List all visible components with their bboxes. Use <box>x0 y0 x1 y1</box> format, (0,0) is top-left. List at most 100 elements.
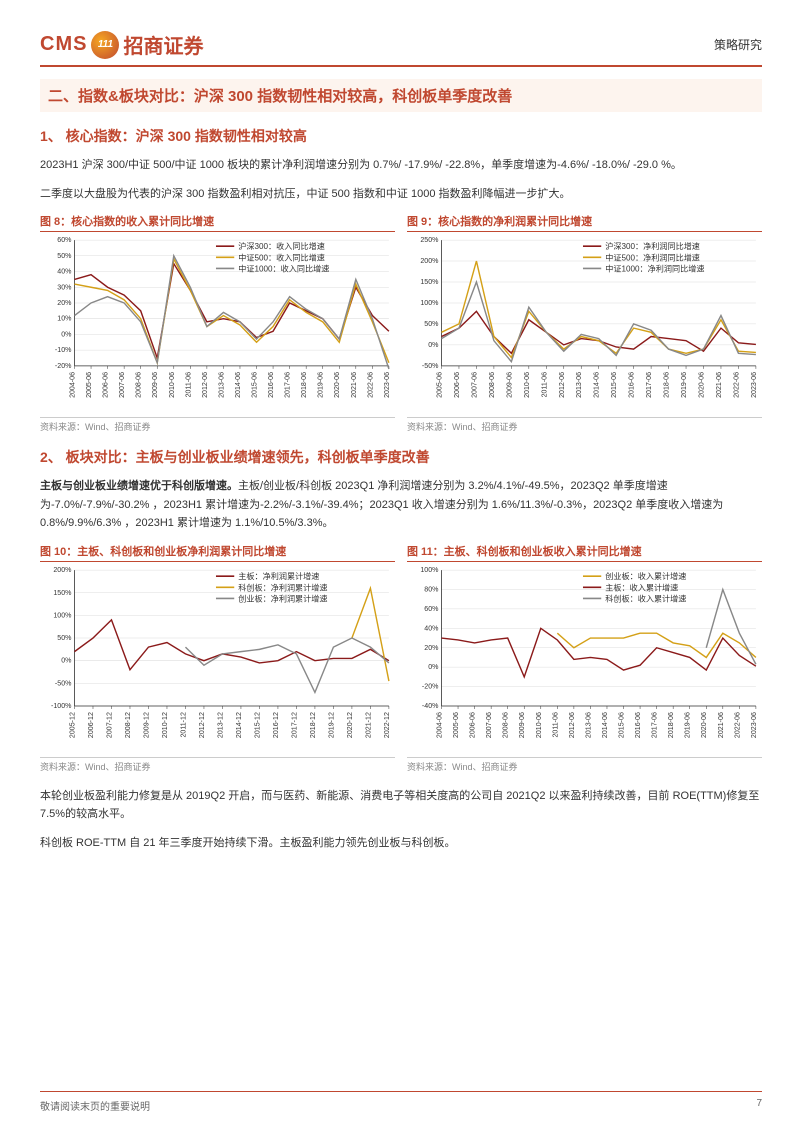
section-title-bar: 二、指数&板块对比：沪深 300 指数韧性相对较高，科创板单季度改善 <box>40 79 762 112</box>
svg-text:2012-12: 2012-12 <box>198 712 206 738</box>
svg-text:2023-06: 2023-06 <box>383 372 391 398</box>
svg-text:2010-06: 2010-06 <box>168 372 176 398</box>
svg-text:2016-06: 2016-06 <box>634 712 642 738</box>
page-footer: 敬请阅读末页的重要说明 7 <box>40 1091 762 1113</box>
svg-text:2018-12: 2018-12 <box>309 712 317 738</box>
svg-text:50%: 50% <box>57 252 72 260</box>
svg-text:2011-06: 2011-06 <box>551 712 559 738</box>
svg-text:2015-06: 2015-06 <box>251 372 259 398</box>
svg-text:100%: 100% <box>53 611 72 619</box>
svg-text:-50%: -50% <box>422 362 439 370</box>
svg-text:2009-06: 2009-06 <box>518 712 526 738</box>
svg-text:2018-06: 2018-06 <box>663 372 671 398</box>
chart-11-title: 图 11：主板、科创板和创业板收入累计同比增速 <box>407 543 762 562</box>
svg-text:150%: 150% <box>53 589 72 597</box>
svg-text:2017-06: 2017-06 <box>651 712 659 738</box>
svg-text:中证1000：净利润同比增速: 中证1000：净利润同比增速 <box>605 264 704 274</box>
svg-text:2013-06: 2013-06 <box>584 712 592 738</box>
svg-text:2010-06: 2010-06 <box>535 712 543 738</box>
svg-text:2007-06: 2007-06 <box>485 712 493 738</box>
svg-text:2022-12: 2022-12 <box>383 712 391 738</box>
svg-text:50%: 50% <box>57 634 72 642</box>
svg-text:2006-12: 2006-12 <box>87 712 95 738</box>
chart-9-block: 图 9：核心指数的净利润累计同比增速 -50%0%50%100%150%200%… <box>407 213 762 445</box>
svg-text:20%: 20% <box>57 299 72 307</box>
svg-text:0%: 0% <box>61 331 72 339</box>
svg-text:中证500：收入同比增速: 中证500：收入同比增速 <box>238 253 325 263</box>
svg-text:创业板：收入累计增速: 创业板：收入累计增速 <box>605 571 686 581</box>
svg-text:2022-06: 2022-06 <box>733 712 741 738</box>
svg-text:-10%: -10% <box>55 347 72 355</box>
svg-text:2019-06: 2019-06 <box>317 372 325 398</box>
svg-text:40%: 40% <box>424 624 439 632</box>
svg-text:0%: 0% <box>428 663 439 671</box>
sub2-para3: 本轮创业板盈利能力修复是从 2019Q2 开启，而与医药、新能源、消费电子等相关… <box>40 787 762 824</box>
page-number: 7 <box>756 1098 762 1113</box>
svg-text:2012-06: 2012-06 <box>201 372 209 398</box>
sub1-para1: 2023H1 沪深 300/中证 500/中证 1000 板块的累计净利润增速分… <box>40 156 762 175</box>
svg-text:30%: 30% <box>57 284 72 292</box>
svg-text:60%: 60% <box>424 605 439 613</box>
svg-text:2020-12: 2020-12 <box>346 712 354 738</box>
svg-text:2005-06: 2005-06 <box>452 712 460 738</box>
svg-text:2007-06: 2007-06 <box>118 372 126 398</box>
chart-10-source: 资料来源：Wind、招商证券 <box>40 757 395 773</box>
svg-text:2019-06: 2019-06 <box>684 712 692 738</box>
chart-9-title: 图 9：核心指数的净利润累计同比增速 <box>407 213 762 232</box>
svg-text:2023-06: 2023-06 <box>750 712 758 738</box>
svg-text:2008-06: 2008-06 <box>502 712 510 738</box>
svg-text:沪深300：净利润同比增速: 沪深300：净利润同比增速 <box>605 242 700 252</box>
svg-text:-100%: -100% <box>51 702 72 710</box>
svg-text:200%: 200% <box>53 566 72 574</box>
svg-text:2011-06: 2011-06 <box>540 372 548 398</box>
svg-text:2022-06: 2022-06 <box>366 372 374 398</box>
svg-text:2019-12: 2019-12 <box>327 712 335 738</box>
svg-text:2008-06: 2008-06 <box>488 372 496 398</box>
charts-row-2: 图 10：主板、科创板和创业板净利润累计同比增速 -100%-50%0%50%1… <box>40 543 762 785</box>
sub2-para1-bold: 主板与创业板业绩增速优于科创版增速。 <box>40 480 238 492</box>
svg-text:2023-06: 2023-06 <box>750 372 758 398</box>
svg-text:2021-06: 2021-06 <box>717 712 725 738</box>
sub1-para2: 二季度以大盘股为代表的沪深 300 指数盈利相对抗压，中证 500 指数和中证 … <box>40 185 762 204</box>
svg-text:2015-06: 2015-06 <box>610 372 618 398</box>
svg-text:2014-06: 2014-06 <box>593 372 601 398</box>
svg-text:50%: 50% <box>424 320 439 328</box>
svg-text:2012-06: 2012-06 <box>558 372 566 398</box>
chart-8-title: 图 8：核心指数的收入累计同比增速 <box>40 213 395 232</box>
svg-text:科创板：净利润累计增速: 科创板：净利润累计增速 <box>238 582 327 592</box>
svg-text:创业板：净利润累计增速: 创业板：净利润累计增速 <box>238 594 327 604</box>
chart-11-source: 资料来源：Wind、招商证券 <box>407 757 762 773</box>
svg-text:2005-06: 2005-06 <box>85 372 93 398</box>
svg-text:-20%: -20% <box>422 683 439 691</box>
svg-text:200%: 200% <box>420 257 439 265</box>
svg-text:60%: 60% <box>57 236 72 244</box>
svg-text:2010-06: 2010-06 <box>523 372 531 398</box>
svg-text:2013-12: 2013-12 <box>216 712 224 738</box>
svg-text:40%: 40% <box>57 268 72 276</box>
svg-text:100%: 100% <box>420 566 439 574</box>
svg-text:科创板：收入累计增速: 科创板：收入累计增速 <box>605 594 686 604</box>
section-title: 二、指数&板块对比：沪深 300 指数韧性相对较高，科创板单季度改善 <box>48 85 754 106</box>
svg-text:中证1000：收入同比增速: 中证1000：收入同比增速 <box>238 264 329 274</box>
chart-11-block: 图 11：主板、科创板和创业板收入累计同比增速 -40%-20%0%20%40%… <box>407 543 762 785</box>
svg-text:2019-06: 2019-06 <box>680 372 688 398</box>
svg-text:2014-06: 2014-06 <box>601 712 609 738</box>
svg-text:2010-12: 2010-12 <box>161 712 169 738</box>
header-category: 策略研究 <box>714 36 762 53</box>
svg-text:2006-06: 2006-06 <box>453 372 461 398</box>
svg-text:主板：净利润累计增速: 主板：净利润累计增速 <box>238 571 319 581</box>
svg-text:100%: 100% <box>420 299 439 307</box>
svg-text:2020-06: 2020-06 <box>698 372 706 398</box>
svg-text:2022-06: 2022-06 <box>732 372 740 398</box>
svg-text:2021-06: 2021-06 <box>715 372 723 398</box>
logo-badge-icon: 111 <box>91 31 119 59</box>
svg-text:2017-06: 2017-06 <box>284 372 292 398</box>
chart-8-svg: -20%-10%0%10%20%30%40%50%60%2004-062005-… <box>40 234 395 417</box>
svg-text:2008-06: 2008-06 <box>135 372 143 398</box>
svg-text:2018-06: 2018-06 <box>300 372 308 398</box>
chart-10-title: 图 10：主板、科创板和创业板净利润累计同比增速 <box>40 543 395 562</box>
page-header: CMS 111 招商证券 策略研究 <box>40 30 762 67</box>
chart-8-block: 图 8：核心指数的收入累计同比增速 -20%-10%0%10%20%30%40%… <box>40 213 395 445</box>
svg-text:2009-12: 2009-12 <box>142 712 150 738</box>
chart-10-svg: -100%-50%0%50%100%150%200%2005-122006-12… <box>40 564 395 757</box>
